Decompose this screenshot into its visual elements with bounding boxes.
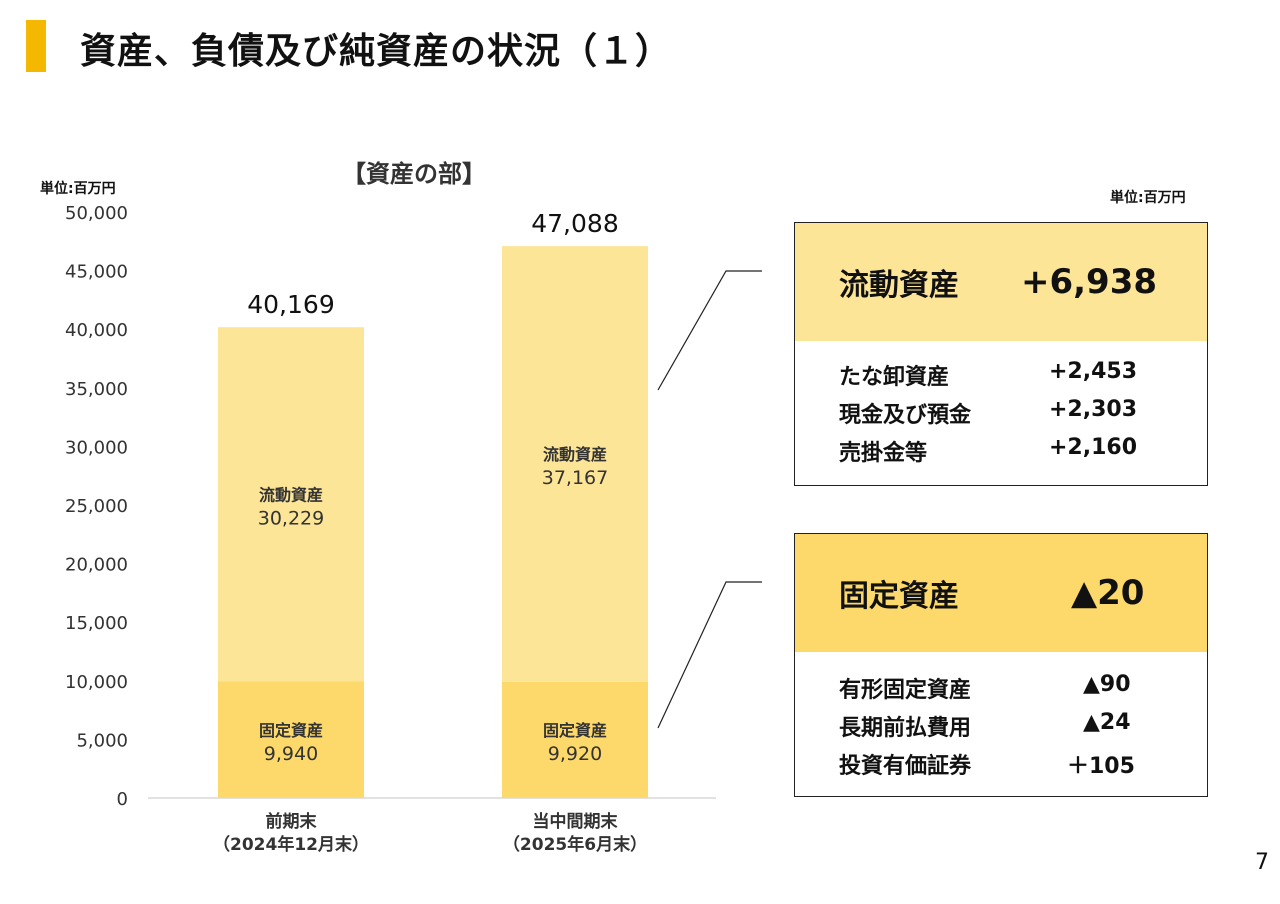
y-tick-label: 0 — [117, 789, 128, 810]
segment-value-label: 9,920 — [548, 743, 602, 765]
current-assets-panel: 流動資産 +6,938 たな卸資産 +2,453 現金及び預金 +2,303 売… — [794, 222, 1208, 486]
breakdown-value: +2,453 — [1049, 359, 1138, 384]
y-tick-label: 20,000 — [65, 555, 128, 576]
x-category-label: （2024年12月末） — [213, 834, 369, 855]
bar-total-label: 40,169 — [247, 290, 334, 319]
bar-segment — [218, 327, 364, 682]
breakdown-value: ＋105 — [1067, 754, 1135, 779]
breakdown-label: 長期前払費用 — [839, 716, 972, 741]
breakdown-label: 有形固定資産 — [839, 678, 972, 703]
breakdown-value: ▲24 — [1083, 710, 1131, 735]
fixed-assets-title: 固定資産 — [839, 579, 959, 614]
breakdown-label: 現金及び預金 — [839, 403, 972, 428]
x-category-label: （2025年6月末） — [503, 834, 647, 855]
segment-name-label: 流動資産 — [259, 485, 323, 504]
breakdown-label: 投資有価証券 — [839, 754, 972, 779]
fixed-assets-panel: 固定資産 ▲20 有形固定資産 ▲90 長期前払費用 ▲24 投資有価証券 ＋1… — [794, 533, 1208, 797]
y-tick-label: 5,000 — [76, 730, 128, 751]
callout-connector-line — [657, 270, 762, 391]
segment-value-label: 9,940 — [264, 743, 318, 765]
chart-title: 【資産の部】 — [342, 160, 486, 188]
breakdown-label: たな卸資産 — [839, 365, 950, 390]
callout-connector-line — [657, 581, 762, 729]
segment-value-label: 37,167 — [542, 467, 608, 489]
current-assets-title: 流動資産 — [839, 268, 959, 303]
segment-name-label: 流動資産 — [543, 445, 607, 464]
current-assets-change: +6,938 — [1021, 262, 1158, 302]
page-title: 資産、負債及び純資産の状況（１） — [80, 31, 673, 72]
y-tick-label: 35,000 — [65, 379, 128, 400]
segment-name-label: 固定資産 — [543, 721, 607, 740]
stacked-bar-chart: 【資産の部】 0 5,000 10,000 15,000 20,000 25,000 30,0… — [65, 160, 762, 855]
y-tick-label: 10,000 — [65, 672, 128, 693]
title-accent-bar — [26, 20, 46, 72]
bar-segment — [218, 681, 364, 798]
unit-label-left: 単位:百万円 — [40, 181, 116, 197]
y-tick-label: 15,000 — [65, 613, 128, 634]
fixed-assets-panel-header: 固定資産 ▲20 — [795, 534, 1207, 652]
segment-name-label: 固定資産 — [259, 721, 323, 740]
y-tick-label: 45,000 — [65, 262, 128, 283]
y-tick-label: 25,000 — [65, 496, 128, 517]
unit-label-right: 単位:百万円 — [1110, 190, 1186, 206]
breakdown-value: ▲90 — [1083, 672, 1131, 697]
x-category-label: 前期末 — [266, 811, 318, 832]
page-number: 7 — [1255, 850, 1269, 875]
bar-segment — [502, 681, 648, 798]
y-tick-label: 50,000 — [65, 203, 128, 224]
y-tick-label: 30,000 — [65, 437, 128, 458]
breakdown-label: 売掛金等 — [839, 441, 928, 466]
bar-segment — [502, 246, 648, 682]
segment-value-label: 30,229 — [258, 507, 324, 529]
x-category-label: 当中間期末 — [533, 811, 619, 832]
y-tick-label: 40,000 — [65, 320, 128, 341]
fixed-assets-change: ▲20 — [1071, 573, 1145, 613]
breakdown-value: +2,160 — [1049, 435, 1138, 460]
current-assets-panel-header: 流動資産 +6,938 — [795, 223, 1207, 341]
bar-total-label: 47,088 — [531, 209, 618, 238]
breakdown-value: +2,303 — [1049, 397, 1138, 422]
